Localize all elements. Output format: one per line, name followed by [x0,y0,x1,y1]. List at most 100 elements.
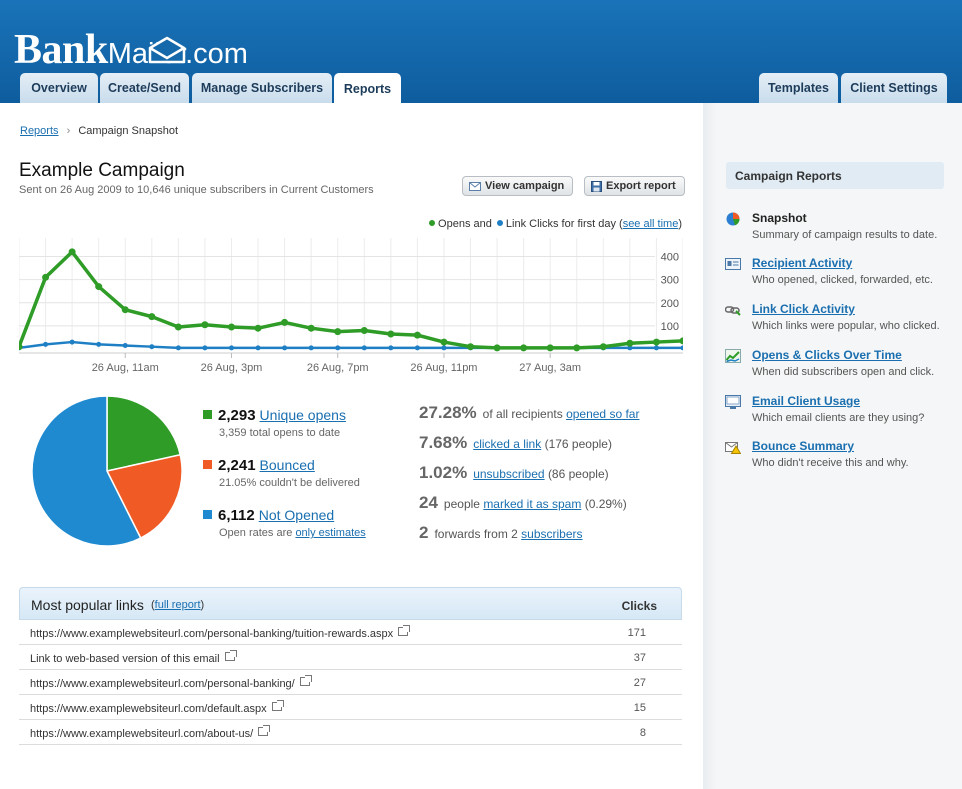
data-point [467,343,475,351]
campaign-reports-sidebar: Campaign Reports Snapshot Summary of cam… [703,103,962,789]
pie-slice-unique-opens [106,395,182,472]
table-row: https://www.examplewebsiteurl.com/person… [19,620,682,645]
data-point [227,323,235,331]
popular-links-title: Most popular links [31,597,144,613]
save-disk-icon [591,180,602,192]
pie-slice-not-opened [31,395,142,547]
clicked-percent-value: 7.68% [419,433,468,452]
spam-count-value: 24 [419,493,438,512]
sidebar-item-label[interactable]: Bounce Summary [752,439,855,453]
pie-chart-icon [726,212,740,226]
unique-opens-link[interactable]: Unique opens [259,407,346,423]
y-tick-label: 200 [661,298,679,310]
stat-spam: 24 people marked it as spam (0.29%) [419,493,627,513]
external-link-icon[interactable] [271,700,284,711]
link-url: Link to web-based version of this email [30,653,220,665]
full-report-open-paren: ( [151,599,155,611]
sidebar-item-desc: Who didn't receive this and why. [752,457,909,469]
link-url: https://www.examplewebsiteurl.com/person… [30,628,394,640]
data-point [42,273,50,281]
opens-legend-label: Opens and [438,218,492,230]
tab-client-settings[interactable]: Client Settings [841,73,947,103]
sidebar-item-label[interactable]: Link Click Activity [752,302,855,316]
link-url: https://www.examplewebsiteurl.com/about-… [30,728,254,740]
table-row: Link to web-based version of this email 3… [19,645,682,670]
page-title: Example Campaign [19,160,185,181]
data-point [254,324,262,332]
sidebar-item-label[interactable]: Opens & Clicks Over Time [752,348,902,362]
only-estimates-link[interactable]: only estimates [295,527,366,539]
view-campaign-button[interactable]: View campaign [462,176,574,196]
data-point [122,343,128,349]
export-report-label: Export report [606,180,676,192]
tab-create-send[interactable]: Create/Send [100,73,189,103]
data-point [413,331,421,339]
series-line-opens [19,250,683,350]
sidebar-item-label[interactable]: Email Client Usage [752,394,861,408]
external-link-icon[interactable] [258,725,271,736]
breadcrumb-reports-link[interactable]: Reports [20,125,59,137]
full-report-link[interactable]: full report [154,599,201,611]
link-clicks: 37 [633,652,646,664]
main-content: Reports › Campaign Snapshot Example Camp… [0,103,703,789]
tab-templates[interactable]: Templates [759,73,838,103]
x-tick-label: 26 Aug, 11pm [410,362,477,374]
opened-so-far-link[interactable]: opened so far [566,407,640,421]
tab-manage-subscribers[interactable]: Manage Subscribers [192,73,332,103]
marked-as-spam-link[interactable]: marked it as spam [483,497,582,511]
data-point [414,345,420,351]
tab-reports[interactable]: Reports [334,73,401,104]
bounced-swatch [203,460,212,469]
pie-slice-bounced [105,453,183,540]
breadcrumb: Reports › Campaign Snapshot [20,125,178,137]
data-point [627,345,633,351]
data-point [573,344,581,352]
external-link-icon[interactable] [398,625,411,636]
link-chain-icon [725,306,741,316]
data-point [334,328,342,336]
data-point [201,321,209,329]
data-point [679,337,683,345]
link-url: https://www.examplewebsiteurl.com/defaul… [30,703,267,715]
forwards-text: forwards from 2 [434,527,518,541]
see-all-close-paren: ) [678,218,682,230]
not-opened-link[interactable]: Not Opened [258,507,335,523]
clicks-column-header: Clicks [621,599,657,613]
export-report-button[interactable]: Export report [584,176,685,196]
y-tick-label: 300 [661,275,679,287]
data-point [360,327,368,334]
data-point [19,343,23,351]
data-point [255,345,261,351]
data-point [96,341,102,347]
view-campaign-label: View campaign [485,180,565,192]
external-link-icon[interactable] [224,650,237,661]
stat-forwards: 2 forwards from 2 subscribers [419,523,583,543]
data-point [361,345,367,351]
data-point [95,283,103,291]
link-clicks: 27 [633,677,646,689]
x-tick-label: 26 Aug, 11am [92,362,159,374]
data-point [653,345,659,351]
sidebar-item-label[interactable]: Recipient Activity [752,256,853,270]
data-point [652,338,660,346]
external-link-icon[interactable] [299,675,312,686]
table-row: https://www.examplewebsiteurl.com/about-… [19,720,682,745]
clicked-a-link-link[interactable]: clicked a link [473,437,542,451]
total-opens-note: 3,359 total opens to date [219,427,341,439]
data-point [387,330,395,338]
tab-overview[interactable]: Overview [20,73,98,103]
bounced-link[interactable]: Bounced [259,457,315,473]
unique-opens-value: 2,293 [218,407,256,424]
see-all-time-link[interactable]: see all time [622,218,679,230]
unsubscribed-link[interactable]: unsubscribed [473,467,545,481]
recipients-pie-chart [31,395,183,547]
popular-links-table: Most popular links (full report) Clicks … [19,587,682,745]
stat-unsubscribed-percent: 1.02% unsubscribed (86 people) [419,463,609,483]
opened-percent-value: 27.28% [419,403,477,422]
brand-logo[interactable]: BankMailer.com [14,26,248,74]
data-point [148,313,156,321]
subscribers-link[interactable]: subscribers [521,527,583,541]
stat-opened-percent: 27.28% of all recipients opened so far [419,403,639,423]
data-point [388,345,394,351]
data-point [441,345,447,351]
